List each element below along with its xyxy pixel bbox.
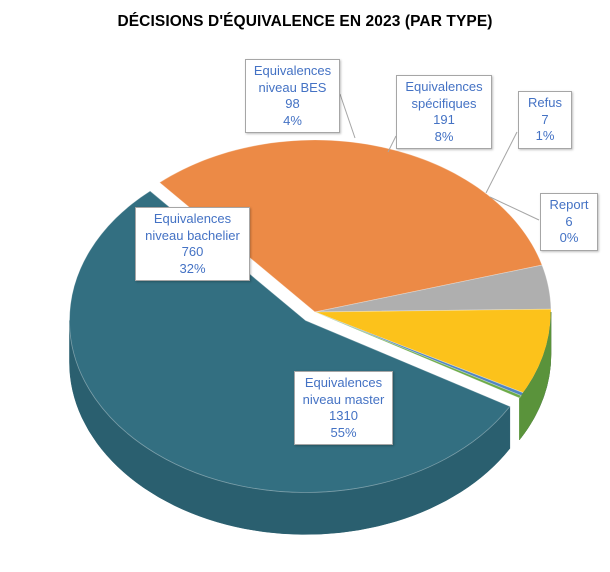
leader-line bbox=[387, 135, 397, 153]
data-label-line: Refus bbox=[528, 95, 562, 110]
pie-slice bbox=[314, 311, 522, 399]
data-label-master: Equivalences niveau master 1310 55% bbox=[294, 371, 393, 445]
data-label-bachelier: Equivalences niveau bachelier 760 32% bbox=[135, 207, 250, 281]
data-label-refus: Refus 7 1% bbox=[518, 91, 572, 149]
data-label-percent: 55% bbox=[330, 424, 357, 440]
pie-slice-side bbox=[519, 311, 552, 441]
leader-line bbox=[485, 131, 518, 194]
pie-slice bbox=[314, 264, 552, 313]
data-label-line: Report bbox=[549, 197, 589, 212]
data-label-line: niveau bachelier bbox=[145, 227, 240, 243]
data-label-line: Equivalences bbox=[405, 79, 483, 94]
data-label-line: niveau master bbox=[302, 391, 385, 407]
data-label-specifiques: Equivalences spécifiques 191 8% bbox=[396, 75, 492, 149]
data-label-bes: Equivalences niveau BES 98 4% bbox=[245, 59, 340, 133]
chart-title: DÉCISIONS D'ÉQUIVALENCE EN 2023 (PAR TYP… bbox=[117, 13, 493, 30]
data-label-value: 1310 bbox=[329, 408, 358, 423]
leader-line bbox=[489, 196, 540, 221]
data-label-line: spécifiques bbox=[411, 95, 477, 111]
data-label-percent: 32% bbox=[179, 260, 206, 276]
data-label-percent: 4% bbox=[283, 112, 302, 128]
data-label-line: Equivalences bbox=[153, 211, 232, 226]
data-label-percent: 1% bbox=[535, 128, 555, 143]
data-label-value: 98 bbox=[285, 96, 300, 111]
data-label-line: Equivalences bbox=[253, 63, 332, 78]
data-label-percent: 8% bbox=[434, 128, 454, 144]
data-label-percent: 0% bbox=[559, 230, 579, 245]
pie-slice bbox=[158, 139, 543, 313]
data-label-line: Equivalences bbox=[304, 375, 383, 390]
data-label-value: 7 bbox=[541, 111, 549, 127]
leader-line bbox=[339, 93, 356, 139]
data-label-value: 760 bbox=[181, 244, 204, 259]
data-label-value: 191 bbox=[433, 112, 455, 127]
data-label-value: 6 bbox=[565, 213, 573, 229]
data-label-line: niveau BES bbox=[258, 79, 327, 95]
data-label-report: Report 6 0% bbox=[540, 193, 598, 251]
